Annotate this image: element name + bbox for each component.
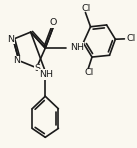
Text: Cl: Cl bbox=[84, 68, 94, 77]
Text: N: N bbox=[13, 56, 20, 65]
Text: NH: NH bbox=[39, 70, 53, 79]
Text: Cl: Cl bbox=[82, 4, 91, 13]
Text: O: O bbox=[50, 18, 57, 27]
Text: S: S bbox=[34, 64, 40, 73]
Text: NH: NH bbox=[70, 43, 84, 52]
Text: Cl: Cl bbox=[127, 34, 136, 43]
Text: N: N bbox=[7, 35, 14, 44]
